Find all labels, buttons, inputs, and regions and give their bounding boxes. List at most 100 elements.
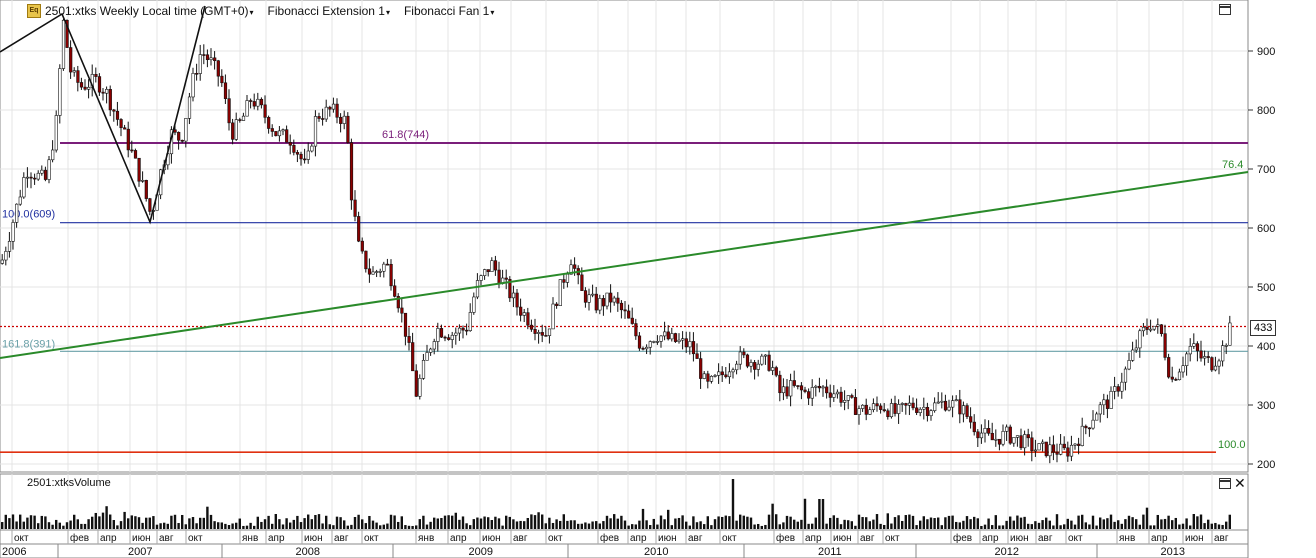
maximize-price-panel-button[interactable] (1219, 4, 1231, 15)
candle-body (367, 268, 372, 275)
chart-header: Eq 2501:xtks Weekly Local time (GMT+0)▾ … (0, 3, 508, 19)
volume-bar (821, 499, 825, 529)
candle-body (961, 405, 966, 415)
study-fib-fan[interactable]: Fibonacci Fan 1▾ (403, 4, 495, 18)
equity-logo-icon[interactable]: Eq (27, 4, 41, 18)
candle-body (177, 131, 181, 141)
candle-body (706, 373, 710, 382)
candle-body (1109, 391, 1113, 409)
candle-body (310, 145, 314, 152)
candle-body (979, 432, 984, 439)
candle-body (292, 144, 296, 153)
volume-bar (533, 515, 537, 529)
volume-bar (137, 517, 141, 529)
volume-bar (800, 519, 803, 529)
candle-body (893, 403, 897, 414)
candle-body (393, 285, 397, 297)
candle-body (799, 385, 804, 391)
candle-body (1228, 322, 1232, 346)
volume-bar (739, 514, 742, 529)
candle-body (749, 362, 753, 367)
candle-body (691, 341, 696, 355)
price-tick-label: 600 (1257, 223, 1275, 235)
month-label: июн (658, 533, 677, 544)
candle-body (1012, 437, 1016, 444)
candle-body (450, 334, 454, 340)
volume-bar (886, 513, 889, 529)
volume-bar (847, 520, 850, 529)
volume-bar (1034, 521, 1037, 529)
volume-bar (674, 518, 677, 529)
candle-body (724, 374, 728, 378)
candle-body (731, 369, 735, 373)
candle-body (349, 142, 354, 201)
candle-body (655, 341, 660, 343)
study-fib-extension[interactable]: Fibonacci Extension 1▾ (267, 4, 390, 18)
volume-bar (868, 521, 871, 529)
candle-body (61, 20, 66, 69)
volume-bar (1189, 525, 1192, 529)
volume-bar (811, 523, 814, 529)
volume-bar (767, 514, 771, 529)
volume-bar (757, 523, 760, 529)
volume-bar (1009, 516, 1012, 529)
candle-body (1102, 399, 1106, 406)
volume-bar (623, 520, 627, 529)
volume-bar (87, 519, 90, 529)
volume-bar (958, 522, 961, 529)
candle-body (720, 371, 724, 376)
candle-body (529, 324, 534, 330)
volume-bar (227, 525, 231, 529)
volume-bar (33, 515, 36, 529)
volume-bar (1091, 515, 1095, 529)
month-label: июн (132, 533, 151, 544)
volume-bar (681, 515, 684, 529)
volume-bar (1174, 517, 1177, 529)
year-label: 2012 (995, 546, 1019, 558)
fibonacci-levels: 61.8(744) 100.0(609) 161.8(391) 100.0 (0, 129, 1248, 454)
volume-bar (285, 518, 288, 529)
candle-body (1048, 444, 1052, 457)
candle-body (663, 331, 667, 337)
month-label: окт (14, 533, 29, 544)
candle-body (951, 400, 955, 408)
volume-bar (321, 523, 324, 529)
candle-body (1051, 444, 1056, 453)
candle-body (1170, 376, 1174, 380)
volume-bar (991, 525, 994, 529)
price-tick-label: 900 (1257, 46, 1275, 58)
volume-bar (987, 518, 990, 529)
volume-bar (393, 515, 396, 529)
volume-bar (1070, 520, 1073, 529)
candle-body (817, 385, 822, 389)
volume-bar (332, 525, 335, 529)
volume-bar (1138, 524, 1141, 529)
volume-bar (1228, 514, 1231, 529)
candle-body (223, 82, 228, 99)
volume-bar (508, 516, 511, 529)
candle-body (1008, 426, 1012, 444)
volume-bar (829, 517, 832, 529)
symbol-title[interactable]: 2501:xtks Weekly Local time (GMT+0)▾ (45, 4, 254, 18)
candle-body (882, 409, 886, 412)
candle-body (342, 115, 346, 124)
volume-bar (69, 520, 72, 529)
candle-body (922, 406, 926, 410)
maximize-volume-panel-button[interactable] (1219, 478, 1231, 489)
volume-bar (559, 520, 562, 529)
candle-body (385, 263, 390, 266)
volume-bar (1077, 515, 1080, 529)
candle-body (839, 391, 843, 403)
candle-body (468, 312, 472, 331)
candle-body (1224, 344, 1228, 347)
candle-body (594, 293, 598, 311)
close-icon[interactable]: ✕ (1234, 475, 1246, 491)
volume-bar (109, 514, 112, 529)
candle-body (544, 335, 548, 337)
candle-body (277, 130, 282, 137)
volume-bar (397, 521, 400, 529)
candle-body (1195, 343, 1200, 352)
volume-bar (598, 523, 601, 529)
volume-bar (652, 518, 655, 529)
candle-body (191, 73, 195, 98)
